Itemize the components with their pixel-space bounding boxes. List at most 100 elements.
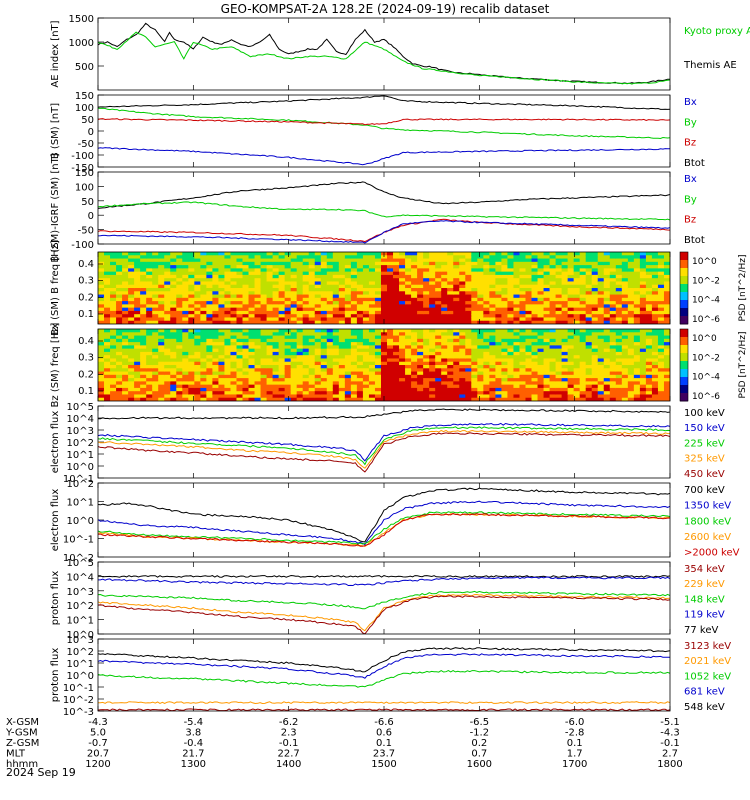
spectrogram-cell [188, 342, 195, 346]
spectrogram-cell [633, 361, 641, 366]
spectrogram-cell [561, 297, 569, 302]
spectrogram-cell [477, 394, 484, 399]
spectrogram-cell [314, 310, 322, 315]
spectrogram-cell [326, 371, 334, 376]
spectrogram-cell [380, 301, 388, 305]
spectrogram-cell [326, 261, 334, 266]
spectrogram-cell [507, 351, 515, 356]
spectrogram-cell [495, 355, 503, 360]
spectrogram-cell [308, 288, 316, 292]
spectrogram-cell [110, 278, 117, 283]
spectrogram-cell [627, 361, 635, 366]
series-line [98, 500, 670, 546]
spectrogram-cell [368, 361, 376, 366]
spectrogram-cell [627, 258, 635, 263]
spectrogram-cell [531, 304, 539, 309]
spectrogram-cell [146, 391, 153, 396]
spectrogram-cell [615, 268, 623, 273]
spectrogram-cell [224, 365, 232, 369]
spectrogram-cell [242, 332, 250, 337]
spectrogram-cell [459, 314, 466, 319]
spectrogram-cell [302, 294, 310, 299]
spectrogram-cell [128, 265, 135, 269]
spectrogram-cell [621, 297, 629, 302]
spectrogram-cell [140, 351, 147, 356]
spectrogram-cell [543, 345, 551, 350]
spectrogram-cell [483, 397, 490, 401]
spectrogram-cell [140, 304, 147, 309]
spectrogram-cell [380, 361, 388, 366]
spectrogram-cell [350, 258, 358, 263]
spectrogram-cell [447, 268, 454, 273]
spectrogram-cell [98, 320, 105, 324]
spectrogram-cell [230, 265, 238, 269]
spectrogram-cell [537, 265, 545, 269]
spectrogram-cell [158, 332, 165, 337]
spectrogram-cell [194, 294, 201, 299]
spectrogram-cell [387, 358, 394, 363]
spectrogram-cell [308, 268, 316, 273]
spectrogram-cell [573, 320, 581, 324]
spectrogram-cell [272, 384, 280, 389]
spectrogram-cell [387, 371, 394, 376]
spectrogram-cell [158, 291, 165, 296]
spectrogram-cell [615, 288, 623, 292]
spectrogram-cell [140, 355, 147, 360]
spectrogram-cell [489, 394, 496, 399]
spectrogram-cell [423, 378, 430, 382]
spectrogram-cell [206, 274, 213, 279]
spectrogram-cell [326, 355, 334, 360]
spectrogram-cell [615, 278, 623, 283]
spectrogram-cell [651, 368, 659, 373]
spectrogram-cell [296, 381, 304, 386]
spectrogram-cell [326, 314, 334, 319]
spectrogram-cell [116, 371, 123, 376]
spectrogram-cell [567, 387, 575, 392]
spectrogram-cell [308, 361, 316, 366]
spectrogram-cell [152, 301, 159, 305]
spectrogram-cell [218, 278, 226, 283]
spectrogram-cell [242, 314, 250, 319]
spectrogram-cell [368, 255, 376, 260]
legend-entry: Themis AE [683, 60, 737, 71]
spectrogram-cell [477, 317, 484, 322]
spectrogram-cell [411, 378, 418, 382]
spectrogram-cell [368, 378, 376, 382]
spectrogram-cell [254, 374, 262, 379]
spectrogram-cell [272, 381, 280, 386]
spectrogram-cell [417, 384, 424, 389]
spectrogram-cell [657, 252, 665, 256]
spectrogram-cell [110, 288, 117, 292]
spectrogram-cell [597, 307, 605, 312]
spectrogram-cell [423, 320, 430, 324]
spectrogram-cell [429, 381, 436, 386]
spectrogram-cell [561, 358, 569, 363]
spectrogram-cell [302, 261, 310, 266]
spectrogram-cell [567, 335, 575, 340]
spectrogram-cell [519, 358, 527, 363]
spectrogram-cell [242, 387, 250, 392]
spectrogram-cell [645, 335, 653, 340]
spectrogram-cell [459, 361, 466, 366]
spectrogram-cell [182, 274, 189, 279]
spectrogram-cell [116, 281, 123, 286]
spectrogram-cell [308, 381, 316, 386]
colorbar-frame [679, 251, 689, 325]
spectrogram-cell [657, 387, 665, 392]
spectrogram-cell [338, 255, 346, 260]
spectrogram-cell [489, 358, 496, 363]
spectrogram-cell [609, 384, 617, 389]
spectrogram-cell [627, 320, 635, 324]
spectrogram-cell [507, 381, 515, 386]
spectrogram-cell [326, 258, 334, 263]
spectrogram-cell [555, 252, 563, 256]
spectrogram-cell [417, 358, 424, 363]
y-tick-label: -50 [78, 226, 94, 237]
spectrogram-cell [465, 348, 472, 353]
spectrogram-cell [639, 297, 647, 302]
spectrogram-cell [453, 317, 460, 322]
spectrogram-cell [260, 307, 268, 312]
spectrogram-cell [356, 384, 364, 389]
spectrogram-cell [188, 329, 195, 333]
spectrogram-cell [284, 317, 292, 322]
